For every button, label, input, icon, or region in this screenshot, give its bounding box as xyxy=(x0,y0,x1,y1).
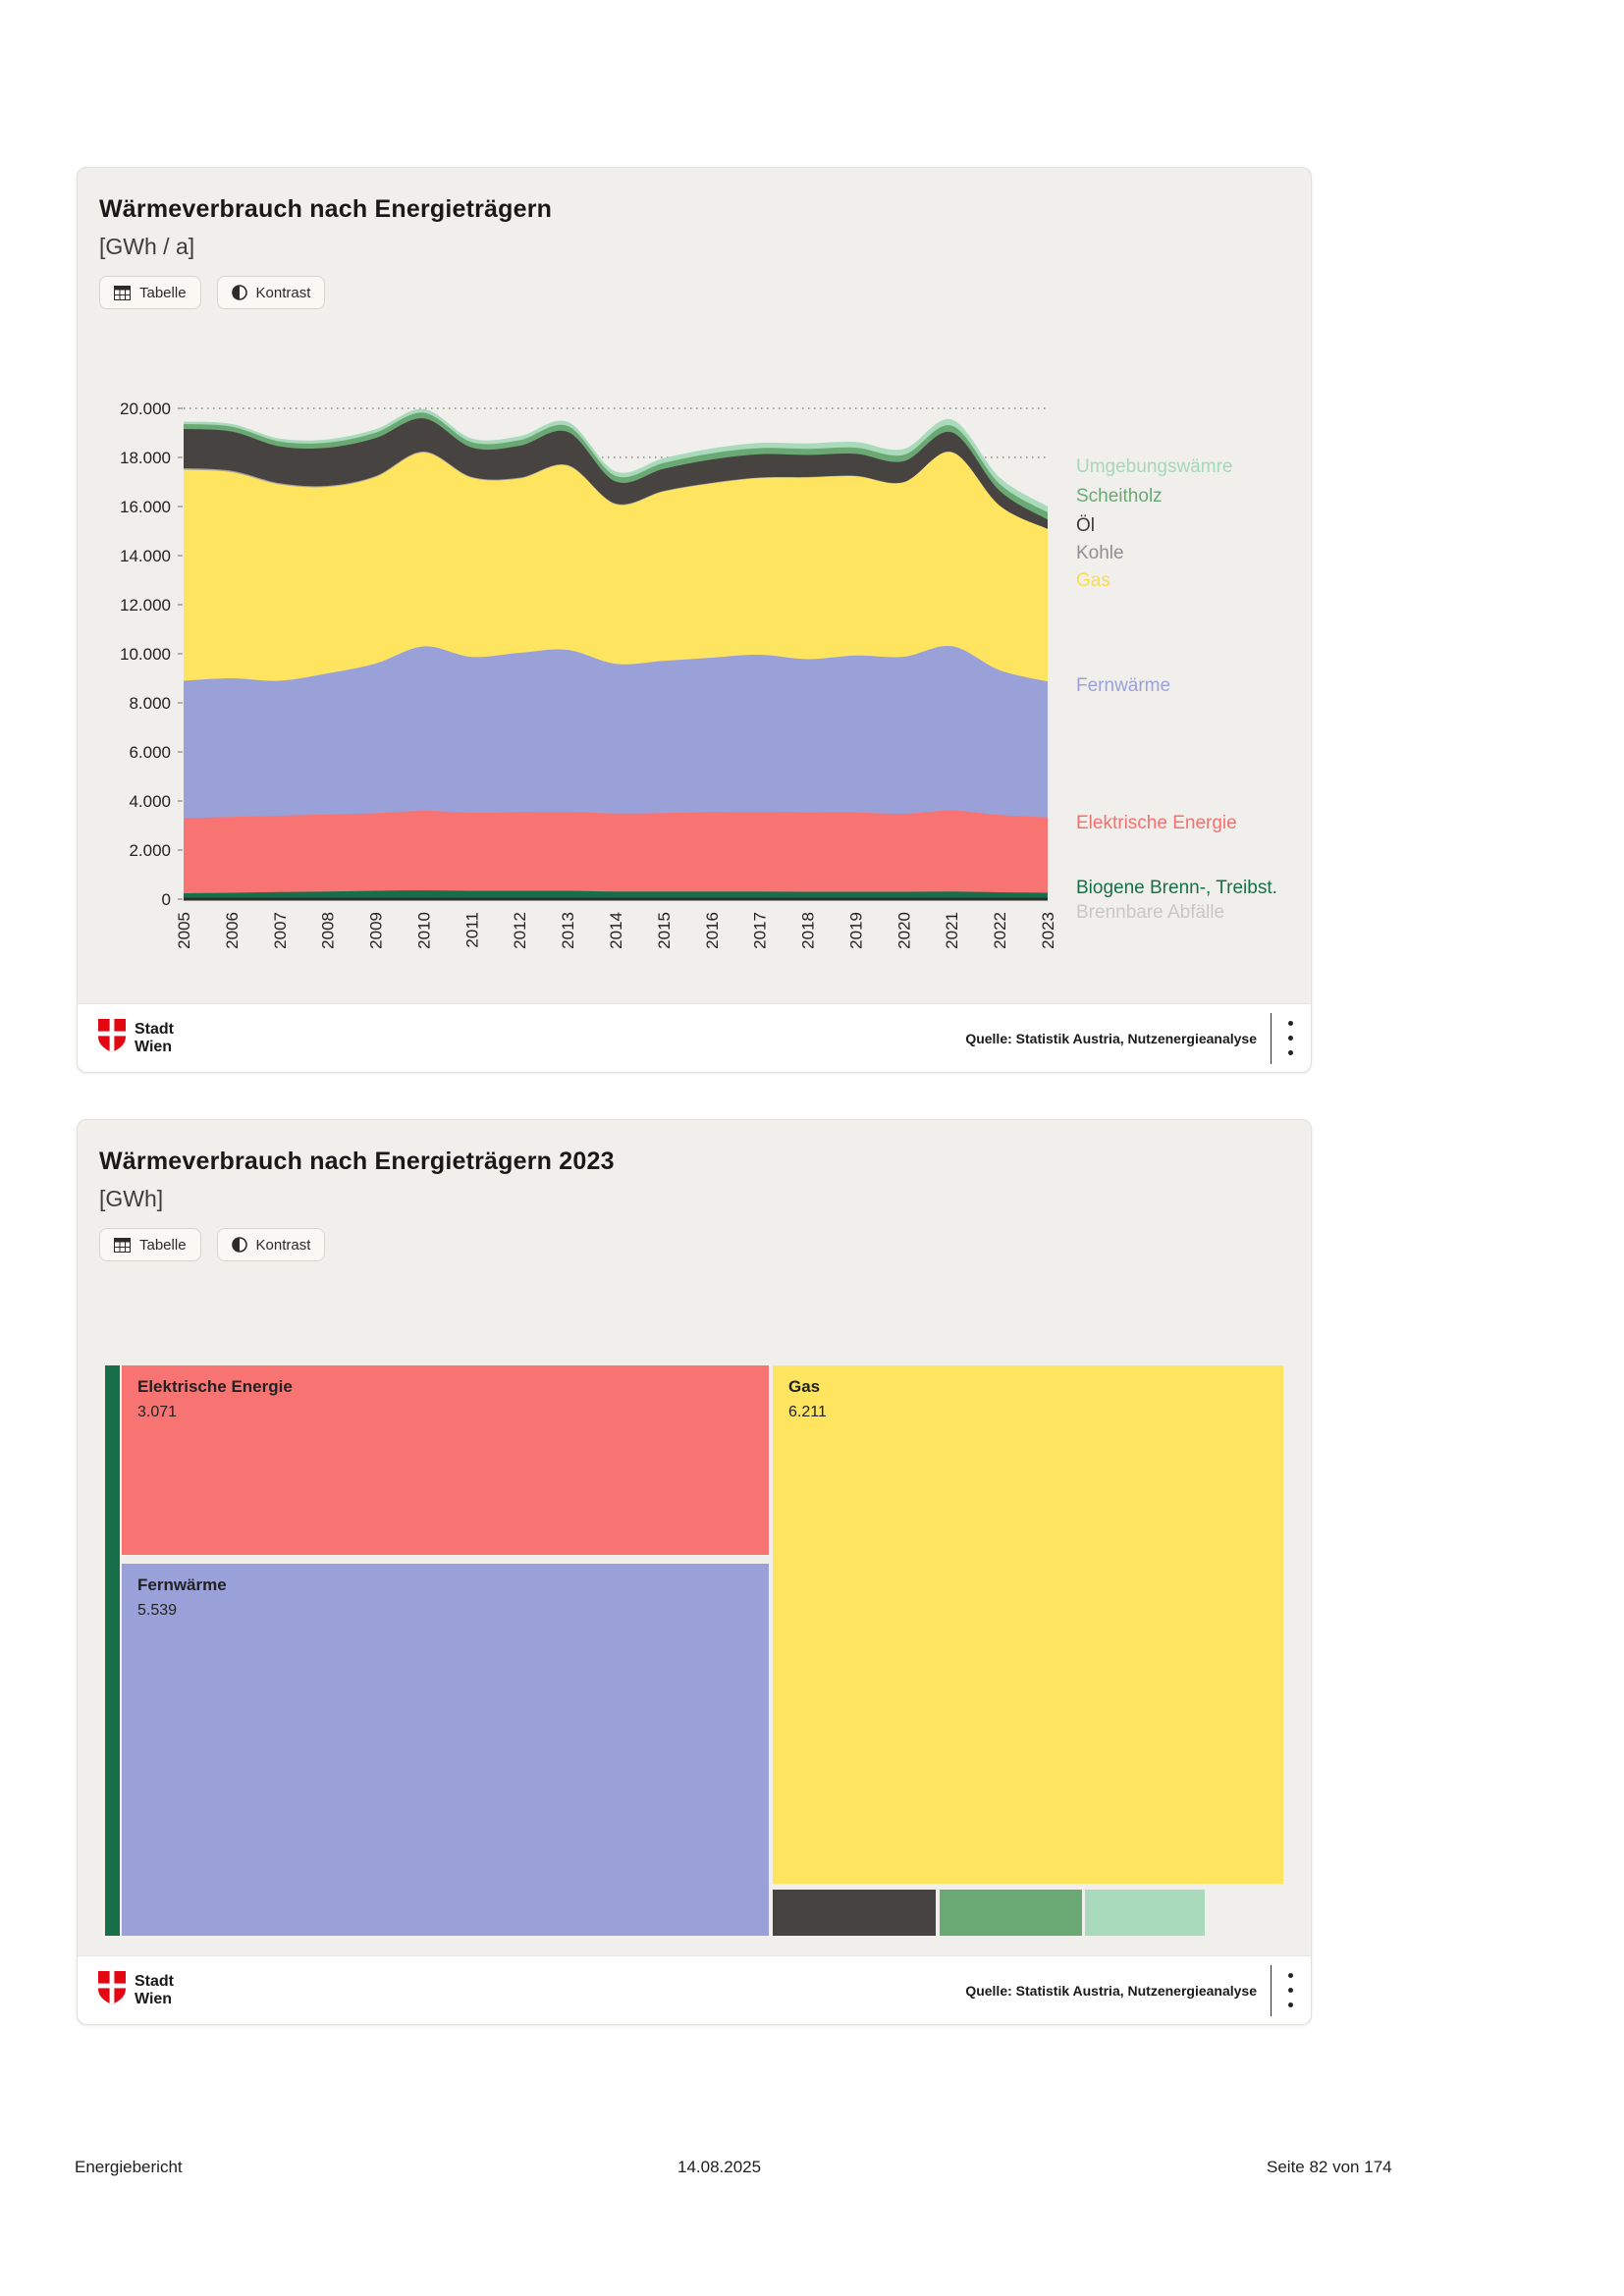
svg-text:18.000: 18.000 xyxy=(120,449,171,467)
contrast-icon xyxy=(231,285,247,300)
svg-text:2018: 2018 xyxy=(799,912,818,949)
footer-divider xyxy=(1271,1012,1272,1064)
card1-footer: Stadt Wien Quelle: Statistik Austria, Nut… xyxy=(78,1003,1311,1072)
treemap-label: Fernwärme xyxy=(137,1575,227,1594)
logo-text-line1: Stadt xyxy=(135,1020,174,1038)
svg-text:2013: 2013 xyxy=(559,912,577,949)
svg-text:16.000: 16.000 xyxy=(120,498,171,516)
legend-scheitholz: Scheitholz xyxy=(1076,486,1163,507)
treemap-value: 3.071 xyxy=(137,1404,178,1420)
contrast-button[interactable]: Kontrast xyxy=(216,1228,326,1261)
logo-text-line1: Stadt xyxy=(135,1972,174,1990)
svg-text:8.000: 8.000 xyxy=(129,694,171,713)
legend-brennbare-abfaelle: Brennbare Abfälle xyxy=(1076,902,1225,923)
more-options-icon[interactable] xyxy=(1284,1969,1297,2011)
svg-text:2006: 2006 xyxy=(223,912,242,949)
more-options-icon[interactable] xyxy=(1284,1017,1297,1059)
card1-header: Wärmeverbrauch nach Energieträgern [GWh … xyxy=(78,168,1311,260)
table-button[interactable]: Tabelle xyxy=(99,1228,201,1261)
svg-text:2016: 2016 xyxy=(703,912,722,949)
footer-divider xyxy=(1271,1964,1272,2016)
stadt-wien-logo: Stadt Wien xyxy=(97,1971,174,2009)
table-button[interactable]: Tabelle xyxy=(99,276,201,309)
treemap-value: 5.539 xyxy=(137,1602,178,1619)
svg-text:2011: 2011 xyxy=(462,912,481,948)
svg-text:2005: 2005 xyxy=(175,912,193,949)
svg-text:2014: 2014 xyxy=(607,912,625,949)
svg-text:20.000: 20.000 xyxy=(120,400,171,418)
svg-text:14.000: 14.000 xyxy=(120,547,171,565)
treemap-block-oel[interactable] xyxy=(773,1890,936,1936)
svg-text:2007: 2007 xyxy=(271,912,290,949)
table-button-label: Tabelle xyxy=(139,1236,187,1254)
card-waermeverbrauch-2023: Wärmeverbrauch nach Energieträgern 2023 … xyxy=(77,1119,1312,2025)
treemap-block-umgebungswaerme[interactable] xyxy=(1085,1890,1205,1936)
svg-text:6.000: 6.000 xyxy=(129,743,171,762)
chart2-unit: [GWh] xyxy=(99,1186,164,1211)
svg-text:2023: 2023 xyxy=(1039,912,1057,949)
svg-text:2019: 2019 xyxy=(846,912,865,949)
card2-header: Wärmeverbrauch nach Energieträgern 2023 … xyxy=(78,1120,1311,1212)
svg-text:2017: 2017 xyxy=(751,912,770,949)
svg-text:2022: 2022 xyxy=(991,912,1009,949)
treemap-block-scheitholz[interactable] xyxy=(940,1890,1082,1936)
page-footer-document: Energiebericht xyxy=(75,2158,183,2176)
chart1-title: Wärmeverbrauch nach Energieträgern xyxy=(99,195,553,223)
svg-text:2012: 2012 xyxy=(511,912,529,949)
svg-text:2.000: 2.000 xyxy=(129,841,171,860)
card-waermeverbrauch-zeitreihe: Wärmeverbrauch nach Energieträgern [GWh … xyxy=(77,167,1312,1073)
svg-text:4.000: 4.000 xyxy=(129,792,171,811)
treemap-value: 6.211 xyxy=(788,1404,827,1420)
legend-oel: Öl xyxy=(1076,515,1095,536)
treemap-block-biogene[interactable] xyxy=(105,1365,120,1936)
treemap-block-elektrische-energie[interactable]: Elektrische Energie 3.071 xyxy=(122,1365,769,1555)
legend-fernwaerme: Fernwärme xyxy=(1076,675,1171,696)
svg-text:0: 0 xyxy=(162,890,171,909)
stadt-wien-logo: Stadt Wien xyxy=(97,1019,174,1057)
treemap-label: Gas xyxy=(788,1377,821,1396)
wien-shield-icon xyxy=(97,1019,127,1057)
source-note: Quelle: Statistik Austria, Nutzenergiean… xyxy=(965,1982,1257,1999)
svg-text:2008: 2008 xyxy=(319,912,338,949)
contrast-button-label: Kontrast xyxy=(255,1236,311,1254)
contrast-button[interactable]: Kontrast xyxy=(216,276,326,309)
treemap-2023: Elektrische Energie 3.071 Fernwärme 5.539 … xyxy=(105,1365,1283,1936)
svg-text:12.000: 12.000 xyxy=(120,596,171,614)
svg-text:2021: 2021 xyxy=(943,912,961,949)
svg-text:10.000: 10.000 xyxy=(120,645,171,664)
wien-shield-icon xyxy=(97,1971,127,2009)
stacked-area-chart: 0 2.000 4.000 6.000 8.000 10.000 12.000 14.000 1… xyxy=(120,400,1057,949)
treemap-block-gas[interactable]: Gas 6.211 xyxy=(773,1365,1283,1884)
treemap-label: Elektrische Energie xyxy=(137,1377,293,1396)
table-icon xyxy=(114,1237,131,1253)
page-footer-page-number: Seite 82 von 174 xyxy=(1267,2158,1392,2176)
table-icon xyxy=(114,285,131,300)
svg-text:2015: 2015 xyxy=(655,912,674,949)
svg-text:2009: 2009 xyxy=(367,912,386,949)
legend-kohle: Kohle xyxy=(1076,543,1124,563)
svg-text:2020: 2020 xyxy=(894,912,913,949)
legend-gas: Gas xyxy=(1076,570,1110,591)
chart1-unit: [GWh / a] xyxy=(99,234,195,259)
logo-text-line2: Wien xyxy=(135,1038,173,1055)
table-button-label: Tabelle xyxy=(139,284,187,301)
treemap-block-fernwaerme[interactable]: Fernwärme 5.539 xyxy=(122,1564,769,1936)
svg-text:2010: 2010 xyxy=(414,912,433,949)
legend-elektrische-energie: Elektrische Energie xyxy=(1076,813,1237,833)
legend-umgebungswaerme: Umgebungswämre xyxy=(1076,456,1233,477)
contrast-icon xyxy=(231,1237,247,1253)
chart2-title: Wärmeverbrauch nach Energieträgern 2023 xyxy=(99,1148,615,1175)
legend-biogene: Biogene Brenn-, Treibst. xyxy=(1076,878,1277,898)
card2-footer: Stadt Wien Quelle: Statistik Austria, Nut… xyxy=(78,1955,1311,2024)
logo-text-line2: Wien xyxy=(135,1990,173,2007)
source-note: Quelle: Statistik Austria, Nutzenergiean… xyxy=(965,1030,1257,1046)
contrast-button-label: Kontrast xyxy=(255,284,311,301)
page-footer-date: 14.08.2025 xyxy=(677,2158,762,2176)
